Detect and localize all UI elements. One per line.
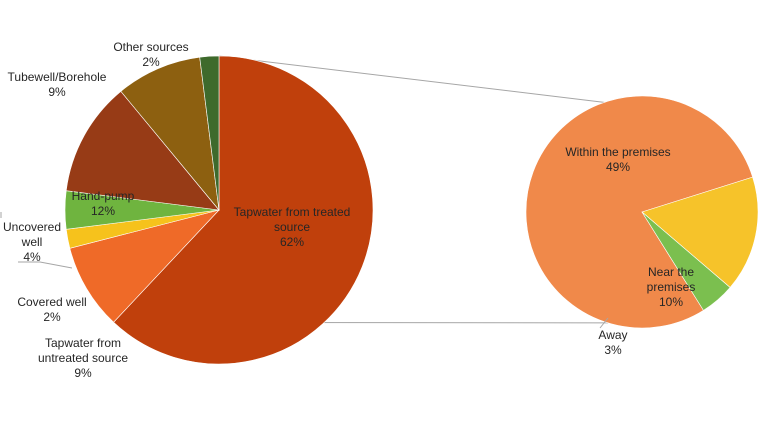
breakout-label-within-the-premises: Within the premises 49% — [565, 145, 670, 174]
breakout-label-away: Away 3% — [598, 328, 627, 357]
main-label-tapwater-from-untreated-source: Tapwater from untreated source 9% — [38, 336, 128, 380]
main-slice-other-sources — [199, 55, 220, 211]
main-slice-tapwater-from-untreated-source — [69, 209, 220, 323]
main-label-tubewell-borehole: Tubewell/Borehole 9% — [8, 70, 107, 99]
main-slice-hand-pump — [65, 90, 220, 211]
main-slice-tubewell-borehole — [120, 56, 220, 211]
breakout-label-near-the-premises: Near the premises 10% — [647, 265, 696, 309]
main-slice-tapwater-from-treated-source — [113, 55, 374, 365]
breakout-slice-near-the-premises — [641, 176, 759, 288]
breakout-slice-away — [641, 211, 731, 311]
main-label-hand-pump: Hand-pump 12% — [72, 189, 135, 218]
connector-line-top — [218, 55, 605, 103]
main-label-uncovered-well: Uncovered well 4% — [3, 220, 61, 264]
breakout-slice-within-the-premises — [525, 95, 754, 329]
main-label-other-sources: Other sources 2% — [113, 40, 188, 69]
leader-line-away — [599, 317, 609, 329]
main-label-tapwater-from-treated-source: Tapwater from treated source 62% — [234, 205, 351, 249]
leader-line-uncovered-well — [18, 261, 73, 269]
main-label-covered-well: Covered well 2% — [17, 295, 86, 324]
